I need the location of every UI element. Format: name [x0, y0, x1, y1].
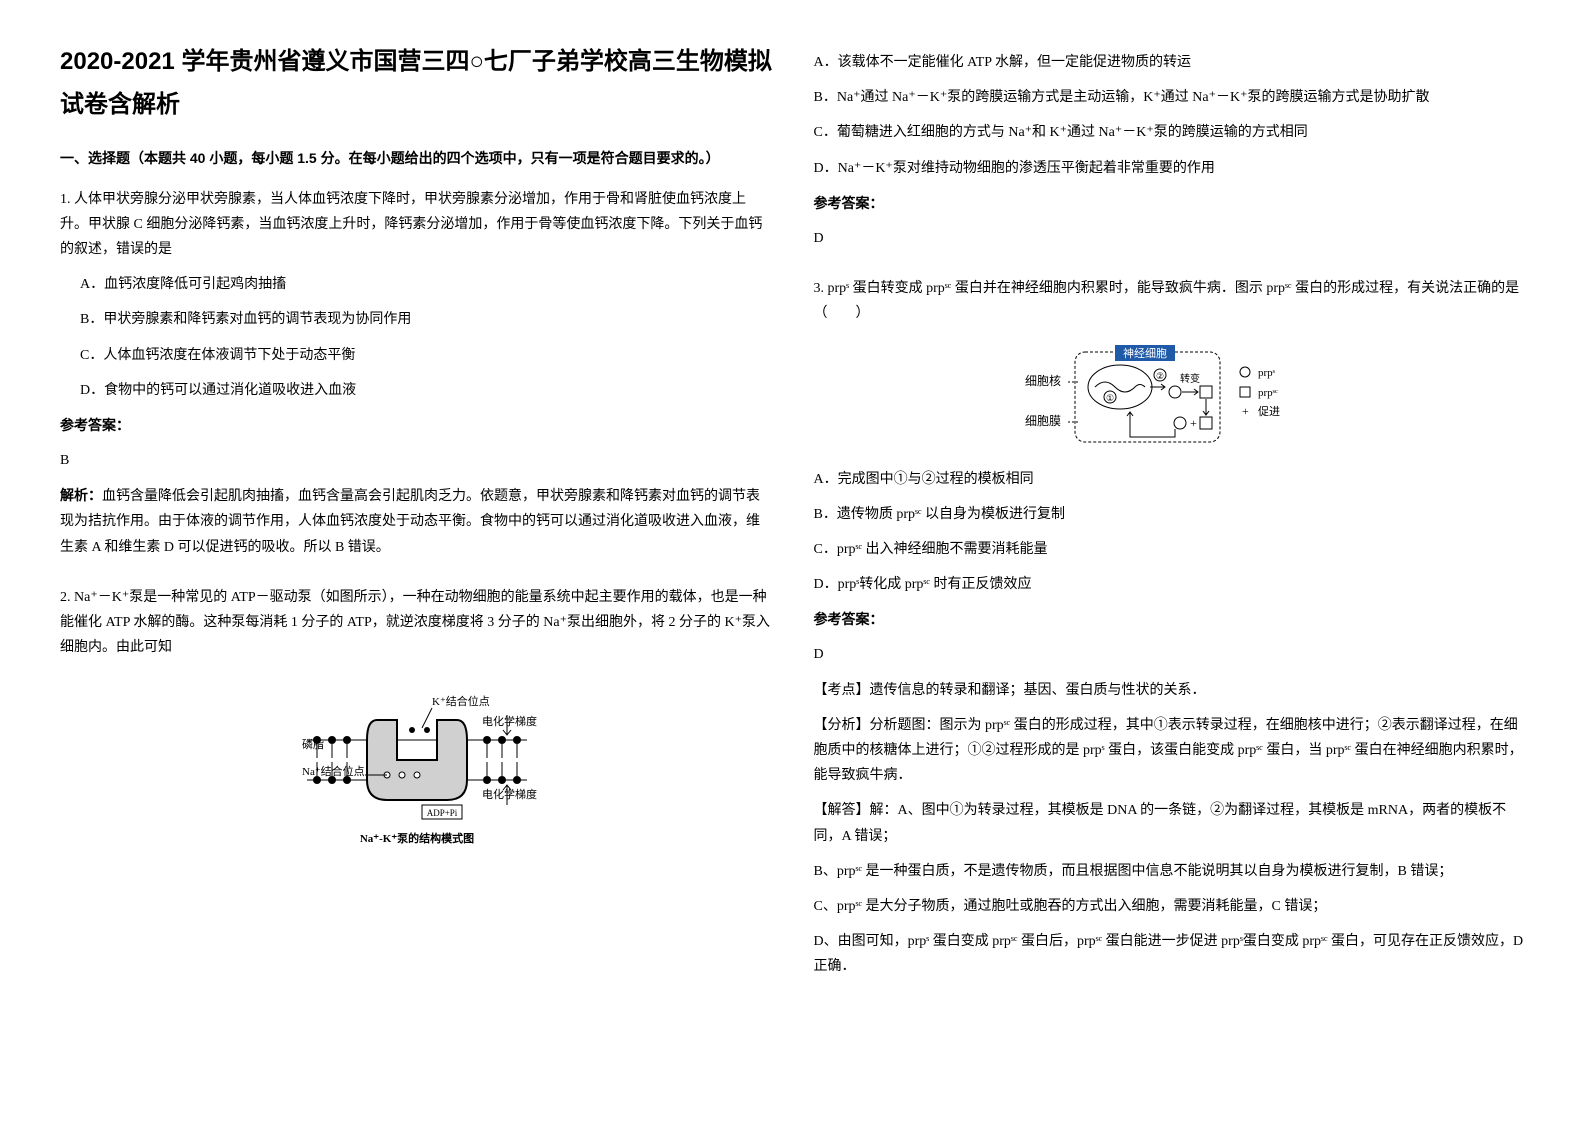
nucleus-label: 细胞核 — [1025, 374, 1061, 388]
q3-jieda-a: 【解答】解：A、图中①为转录过程，其模板是 DNA 的一条链，②为翻译过程，其模… — [814, 798, 1528, 848]
step-1: ① — [1106, 393, 1114, 403]
legend-prpsc: prpˢᶜ — [1258, 387, 1278, 399]
q1-option-c: C．人体血钙浓度在体液调节下处于动态平衡 — [80, 343, 774, 368]
question-1: 1. 人体甲状旁腺分泌甲状旁腺素，当人体血钙浓度下降时，甲状旁腺素分泌增加，作用… — [60, 187, 774, 570]
q3-option-d: D．prpˢ转化成 prpˢᶜ 时有正反馈效应 — [814, 572, 1528, 597]
left-column: 2020-2021 学年贵州省遵义市国营三四○七厂子弟学校高三生物模拟试卷含解析… — [60, 40, 774, 1082]
q2-answer: D — [814, 226, 1528, 251]
document-title: 2020-2021 学年贵州省遵义市国营三四○七厂子弟学校高三生物模拟试卷含解析 — [60, 40, 774, 126]
gradient-label-1: 电化学梯度 — [482, 714, 537, 728]
q3-answer: D — [814, 642, 1528, 667]
q3-option-c: C．prpˢᶜ 出入神经细胞不需要消耗能量 — [814, 537, 1528, 562]
q1-option-a: A．血钙浓度降低可引起鸡肉抽搐 — [80, 272, 774, 297]
legend-prps: prpˢ — [1258, 367, 1276, 379]
q1-explanation-label: 解析： — [60, 487, 102, 503]
q1-answer: B — [60, 448, 774, 473]
q2-option-a: A．该载体不一定能催化 ATP 水解，但一定能促进物质的转运 — [814, 50, 1528, 75]
q2-option-d: D．Na⁺－K⁺泵对维持动物细胞的渗透压平衡起着非常重要的作用 — [814, 156, 1528, 181]
q1-explanation-text: 血钙含量降低会引起肌肉抽搐，血钙含量高会引起肌肉乏力。依题意，甲状旁腺素和降钙素… — [60, 489, 760, 554]
q3-kaodian: 【考点】遗传信息的转录和翻译；基因、蛋白质与性状的关系． — [814, 678, 1528, 703]
q3-fenxi: 【分析】分析题图：图示为 prpˢᶜ 蛋白的形成过程，其中①表示转录过程，在细胞… — [814, 713, 1528, 789]
question-2-part1: 2. Na⁺－K⁺泵是一种常见的 ATP－驱动泵（如图所示），一种在动物细胞的能… — [60, 585, 774, 861]
q2-answer-label: 参考答案： — [814, 191, 1528, 216]
q2-option-c: C．葡萄糖进入红细胞的方式与 Na⁺和 K⁺通过 Na⁺－K⁺泵的跨膜运输的方式… — [814, 120, 1528, 145]
prp-figure: 神经细胞 细胞核 细胞膜 ① ② 转变 — [1020, 337, 1320, 457]
q3-option-b: B．遗传物质 prpˢᶜ 以自身为模板进行复制 — [814, 502, 1528, 527]
q3-option-a: A．完成图中①与②过程的模板相同 — [814, 467, 1528, 492]
pump-figure: ADP+Pi K⁺结合位点 Na⁺结合位点 电化学梯度 电化学梯度 磷脂 Na⁺… — [287, 670, 547, 850]
membrane-label: 细胞膜 — [1025, 414, 1061, 428]
q1-option-b: B．甲状旁腺素和降钙素对血钙的调节表现为协同作用 — [80, 307, 774, 332]
q3-jieda-b: B、prpˢᶜ 是一种蛋白质，不是遗传物质，而且根据图中信息不能说明其以自身为模… — [814, 859, 1528, 884]
q3-stem: 3. prpˢ 蛋白转变成 prpˢᶜ 蛋白并在神经细胞内积累时，能导致疯牛病．… — [814, 276, 1528, 326]
na-site-label: Na⁺结合位点 — [302, 764, 365, 778]
q1-explanation: 解析：血钙含量降低会引起肌肉抽搐，血钙含量高会引起肌肉乏力。依题意，甲状旁腺素和… — [60, 483, 774, 560]
phospholipid-label: 磷脂 — [302, 737, 324, 751]
step-2: ② — [1156, 371, 1164, 381]
k-site-label: K⁺结合位点 — [432, 694, 490, 708]
q1-answer-label: 参考答案： — [60, 413, 774, 438]
q2-option-b: B．Na⁺通过 Na⁺－K⁺泵的跨膜运输方式是主动运输，K⁺通过 Na⁺－K⁺泵… — [814, 85, 1528, 110]
legend-promote: 促进 — [1258, 404, 1280, 418]
plus-symbol: + — [1190, 416, 1197, 430]
q3-jieda-c: C、prpˢᶜ 是大分子物质，通过胞吐或胞吞的方式出入细胞，需要消耗能量，C 错… — [814, 894, 1528, 919]
pump-caption: Na⁺-K⁺泵的结构模式图 — [360, 831, 474, 845]
q3-jieda-d: D、由图可知，prpˢ 蛋白变成 prpˢᶜ 蛋白后，prpˢᶜ 蛋白能进一步促… — [814, 929, 1528, 979]
adp-label: ADP+Pi — [426, 808, 457, 818]
gradient-label-2: 电化学梯度 — [482, 787, 537, 801]
transform-label: 转变 — [1180, 372, 1200, 385]
question-2-part2: A．该载体不一定能催化 ATP 水解，但一定能促进物质的转运 B．Na⁺通过 N… — [814, 40, 1528, 261]
q1-stem: 1. 人体甲状旁腺分泌甲状旁腺素，当人体血钙浓度下降时，甲状旁腺素分泌增加，作用… — [60, 187, 774, 263]
neuron-label: 神经细胞 — [1123, 346, 1167, 360]
question-3: 3. prpˢ 蛋白转变成 prpˢᶜ 蛋白并在神经细胞内积累时，能导致疯牛病．… — [814, 276, 1528, 989]
q2-stem: 2. Na⁺－K⁺泵是一种常见的 ATP－驱动泵（如图所示），一种在动物细胞的能… — [60, 585, 774, 661]
right-column: A．该载体不一定能催化 ATP 水解，但一定能促进物质的转运 B．Na⁺通过 N… — [814, 40, 1528, 1082]
section-header: 一、选择题（本题共 40 小题，每小题 1.5 分。在每小题给出的四个选项中，只… — [60, 146, 774, 171]
q3-answer-label: 参考答案： — [814, 607, 1528, 632]
q1-option-d: D．食物中的钙可以通过消化道吸收进入血液 — [80, 378, 774, 403]
legend-plus: + — [1242, 404, 1249, 418]
